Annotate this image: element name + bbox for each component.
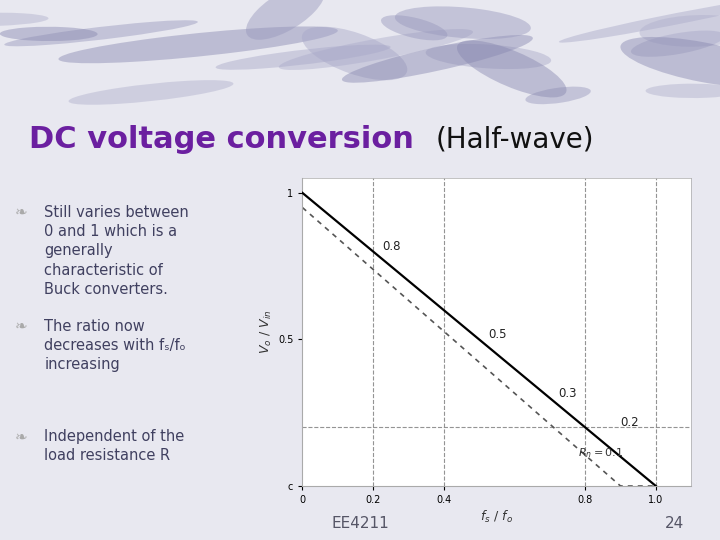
Text: ❧: ❧ [15, 205, 28, 220]
Ellipse shape [279, 29, 473, 70]
Text: (Half-wave): (Half-wave) [436, 126, 594, 153]
Ellipse shape [0, 27, 98, 41]
Text: 0.2: 0.2 [621, 416, 639, 429]
X-axis label: $f_s\ /\ f_o$: $f_s\ /\ f_o$ [480, 509, 513, 525]
Ellipse shape [646, 84, 720, 98]
Ellipse shape [639, 15, 720, 47]
Text: 0.3: 0.3 [559, 387, 577, 400]
Ellipse shape [68, 80, 233, 105]
Text: EE4211: EE4211 [331, 516, 389, 531]
Text: ❧: ❧ [15, 429, 28, 444]
Text: The ratio now
decreases with fₛ/fₒ
increasing: The ratio now decreases with fₛ/fₒ incre… [45, 319, 186, 372]
Text: 0.5: 0.5 [488, 328, 506, 341]
Text: 24: 24 [665, 516, 684, 531]
Ellipse shape [4, 20, 198, 46]
Text: $R_n=0.1$: $R_n=0.1$ [578, 447, 624, 461]
Ellipse shape [0, 12, 48, 26]
Ellipse shape [381, 15, 447, 40]
Ellipse shape [395, 6, 531, 39]
Text: ❧: ❧ [15, 319, 28, 334]
Ellipse shape [559, 0, 720, 43]
Ellipse shape [457, 40, 567, 97]
Y-axis label: $V_o\ /\ V_{in}$: $V_o\ /\ V_{in}$ [258, 310, 274, 354]
Ellipse shape [58, 26, 338, 63]
Ellipse shape [302, 26, 408, 80]
Ellipse shape [426, 44, 551, 69]
Text: Independent of the
load resistance R: Independent of the load resistance R [45, 429, 185, 463]
Ellipse shape [631, 31, 720, 57]
Ellipse shape [215, 45, 391, 70]
Ellipse shape [526, 86, 591, 104]
Text: Still varies between
0 and 1 which is a
generally
characteristic of
Buck convert: Still varies between 0 and 1 which is a … [45, 205, 189, 297]
Text: DC voltage conversion: DC voltage conversion [29, 125, 414, 154]
Ellipse shape [342, 35, 533, 83]
Text: 0.8: 0.8 [382, 240, 400, 253]
Ellipse shape [246, 0, 325, 40]
Ellipse shape [621, 37, 720, 87]
